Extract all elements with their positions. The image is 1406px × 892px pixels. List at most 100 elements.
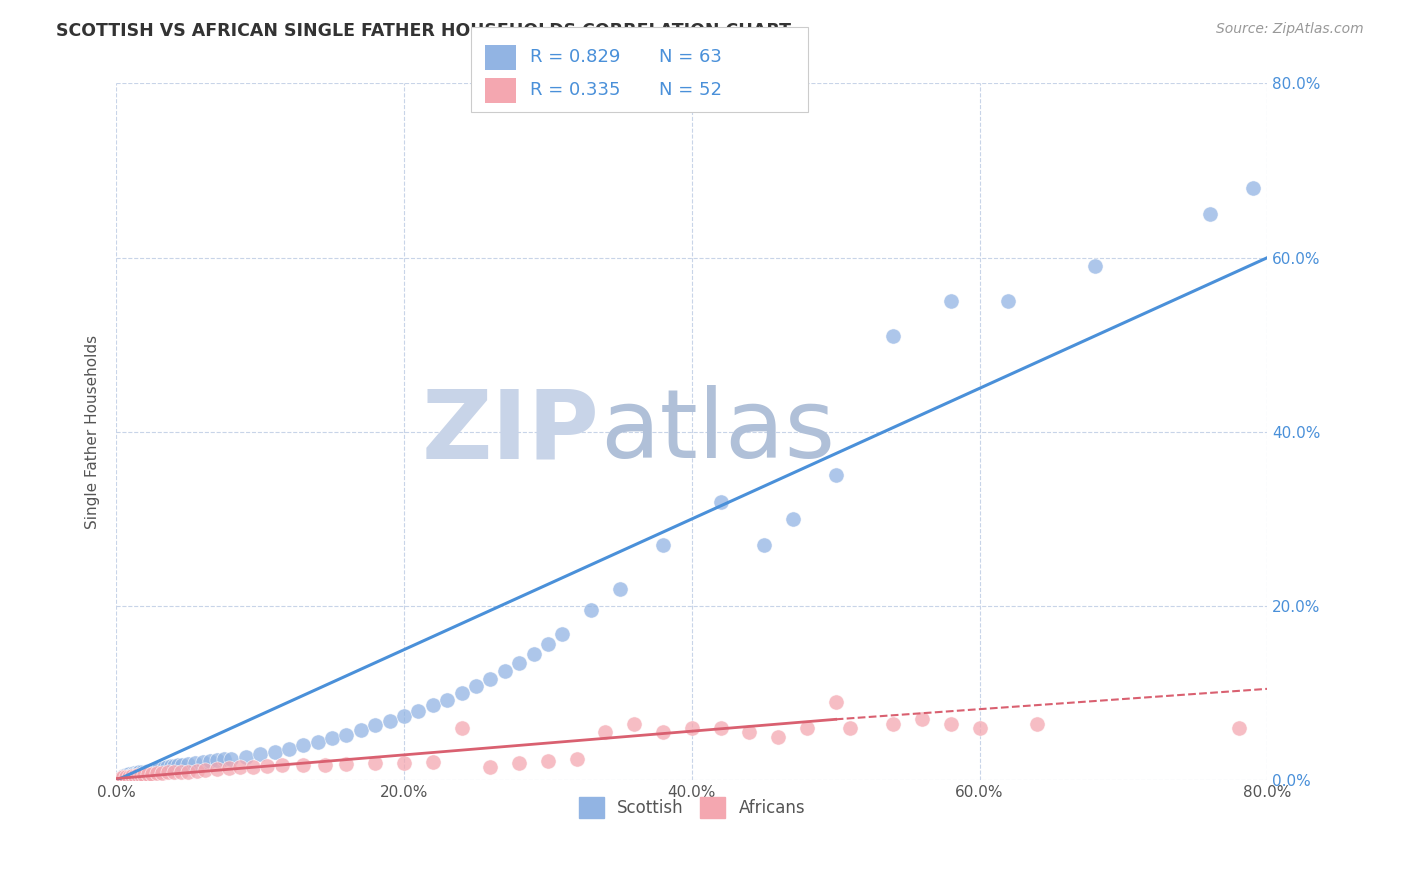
Text: R = 0.829: R = 0.829 — [530, 48, 620, 66]
Point — [508, 756, 530, 770]
Point — [882, 716, 904, 731]
Text: R = 0.335: R = 0.335 — [530, 81, 620, 99]
Text: N = 63: N = 63 — [659, 48, 723, 66]
Point — [522, 647, 544, 661]
Point — [218, 761, 240, 775]
Point — [205, 762, 228, 776]
Point — [839, 721, 862, 735]
Point — [335, 756, 357, 771]
Point — [121, 769, 143, 783]
Text: Source: ZipAtlas.com: Source: ZipAtlas.com — [1216, 22, 1364, 37]
Point — [824, 695, 846, 709]
Point — [824, 468, 846, 483]
Point — [392, 709, 415, 723]
Point — [256, 759, 278, 773]
Point — [127, 766, 149, 780]
Point — [141, 767, 163, 781]
Point — [212, 752, 235, 766]
Point — [465, 679, 488, 693]
Point — [652, 725, 675, 739]
Point — [136, 764, 159, 778]
Point — [782, 512, 804, 526]
Text: N = 52: N = 52 — [659, 81, 723, 99]
Point — [194, 763, 217, 777]
Point — [436, 693, 458, 707]
Point — [186, 764, 208, 778]
Point — [156, 760, 179, 774]
Point — [242, 760, 264, 774]
Point — [1026, 716, 1049, 731]
Point — [307, 735, 329, 749]
Point — [221, 751, 243, 765]
Point — [170, 764, 193, 779]
Point — [579, 603, 602, 617]
Point — [939, 716, 962, 731]
Point — [796, 721, 818, 735]
Point — [378, 714, 401, 728]
Point — [277, 742, 299, 756]
Point — [157, 765, 180, 780]
Point — [129, 768, 152, 782]
Point — [160, 759, 183, 773]
Point — [122, 766, 145, 780]
Point — [110, 771, 132, 785]
Point — [595, 725, 617, 739]
Point — [710, 494, 733, 508]
Point — [263, 745, 285, 759]
Point — [141, 763, 163, 777]
Point — [997, 294, 1019, 309]
Point — [229, 760, 252, 774]
Point — [145, 762, 167, 776]
Point — [172, 757, 194, 772]
Point — [479, 760, 502, 774]
Point — [364, 756, 387, 770]
Point — [335, 728, 357, 742]
Point — [710, 721, 733, 735]
Point — [131, 764, 153, 779]
Point — [184, 756, 207, 770]
Point — [124, 769, 146, 783]
Point — [115, 770, 138, 784]
Point — [163, 765, 186, 780]
Point — [537, 637, 560, 651]
Point — [364, 718, 387, 732]
Point — [681, 721, 703, 735]
Point — [738, 725, 761, 739]
Point — [118, 770, 141, 784]
Point — [249, 747, 271, 761]
Legend: Scottish, Africans: Scottish, Africans — [572, 790, 811, 824]
Point — [124, 767, 146, 781]
Point — [752, 538, 775, 552]
Point — [235, 749, 257, 764]
Point — [167, 758, 190, 772]
Point — [911, 712, 934, 726]
Point — [882, 329, 904, 343]
Point — [551, 627, 574, 641]
Point — [270, 758, 292, 772]
Point — [152, 761, 174, 775]
Point — [321, 731, 343, 746]
Point — [191, 755, 214, 769]
Point — [450, 686, 472, 700]
Point — [494, 665, 516, 679]
Point — [969, 721, 991, 735]
Point — [422, 755, 444, 769]
Point — [292, 739, 315, 753]
Point — [609, 582, 631, 596]
Point — [1084, 260, 1107, 274]
Point — [939, 294, 962, 309]
Point — [177, 764, 200, 779]
Point — [1227, 721, 1250, 735]
Point — [422, 698, 444, 713]
Point — [136, 767, 159, 781]
Point — [120, 768, 142, 782]
Point — [565, 751, 588, 765]
Point — [314, 757, 336, 772]
Point — [623, 716, 645, 731]
Point — [205, 753, 228, 767]
Point — [537, 754, 560, 768]
Point — [132, 768, 155, 782]
Point — [150, 766, 173, 780]
Point — [350, 723, 373, 737]
Point — [652, 538, 675, 552]
